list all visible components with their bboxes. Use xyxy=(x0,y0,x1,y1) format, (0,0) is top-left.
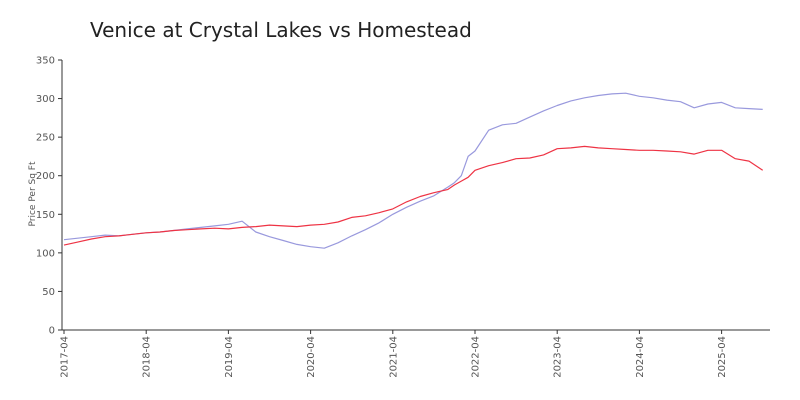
y-tick-label-100: 100 xyxy=(36,248,55,259)
x-axis-ticks: 2017-04 2018-04 2019-04 2020-04 2021-04 2022-… xyxy=(60,330,728,378)
series-line-2 xyxy=(63,145,764,246)
x-tick-label-2023-04: 2023-04 xyxy=(553,336,564,378)
x-tick-label-2018-04: 2018-04 xyxy=(142,336,153,378)
x-tick-label-2020-04: 2020-04 xyxy=(306,336,317,378)
x-tick-label-2025-04: 2025-04 xyxy=(717,336,728,378)
y-tick-label-350: 350 xyxy=(36,56,55,67)
x-tick-label-2019-04: 2019-04 xyxy=(224,336,235,378)
chart-title: Venice at Crystal Lakes vs Homestead xyxy=(90,18,472,42)
y-tick-label-300: 300 xyxy=(36,94,55,105)
series-lines xyxy=(63,92,764,249)
y-axis-label: Price Per Sq Ft xyxy=(28,161,38,226)
x-tick-label-2017-04: 2017-04 xyxy=(60,336,71,378)
x-tick-label-2022-04: 2022-04 xyxy=(471,336,482,378)
y-tick-label-0: 0 xyxy=(49,326,55,337)
x-tick-label-2024-04: 2024-04 xyxy=(635,336,646,378)
y-tick-label-150: 150 xyxy=(36,210,55,221)
x-tick-label-2021-04: 2021-04 xyxy=(388,336,399,378)
series-line-1 xyxy=(63,92,763,249)
y-tick-label-50: 50 xyxy=(42,287,55,298)
y-tick-label-200: 200 xyxy=(36,171,55,182)
y-tick-label-250: 250 xyxy=(36,133,55,144)
y-axis-ticks: 0 50 100 150 200 250 300 350 xyxy=(36,56,62,337)
